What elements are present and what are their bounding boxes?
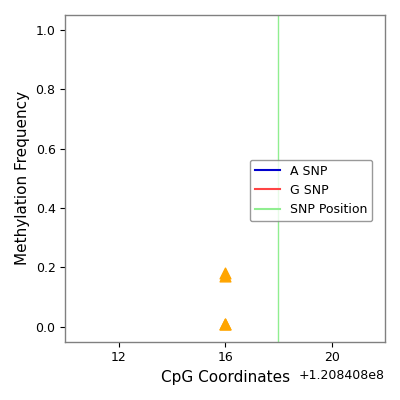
Legend: A SNP, G SNP, SNP Position: A SNP, G SNP, SNP Position: [250, 160, 372, 221]
Point: [222, 270, 228, 277]
Point: [222, 321, 228, 327]
Point: [222, 273, 228, 280]
Point: [222, 321, 228, 327]
X-axis label: CpG Coordinates: CpG Coordinates: [160, 370, 290, 385]
Y-axis label: Methylation Frequency: Methylation Frequency: [15, 91, 30, 266]
